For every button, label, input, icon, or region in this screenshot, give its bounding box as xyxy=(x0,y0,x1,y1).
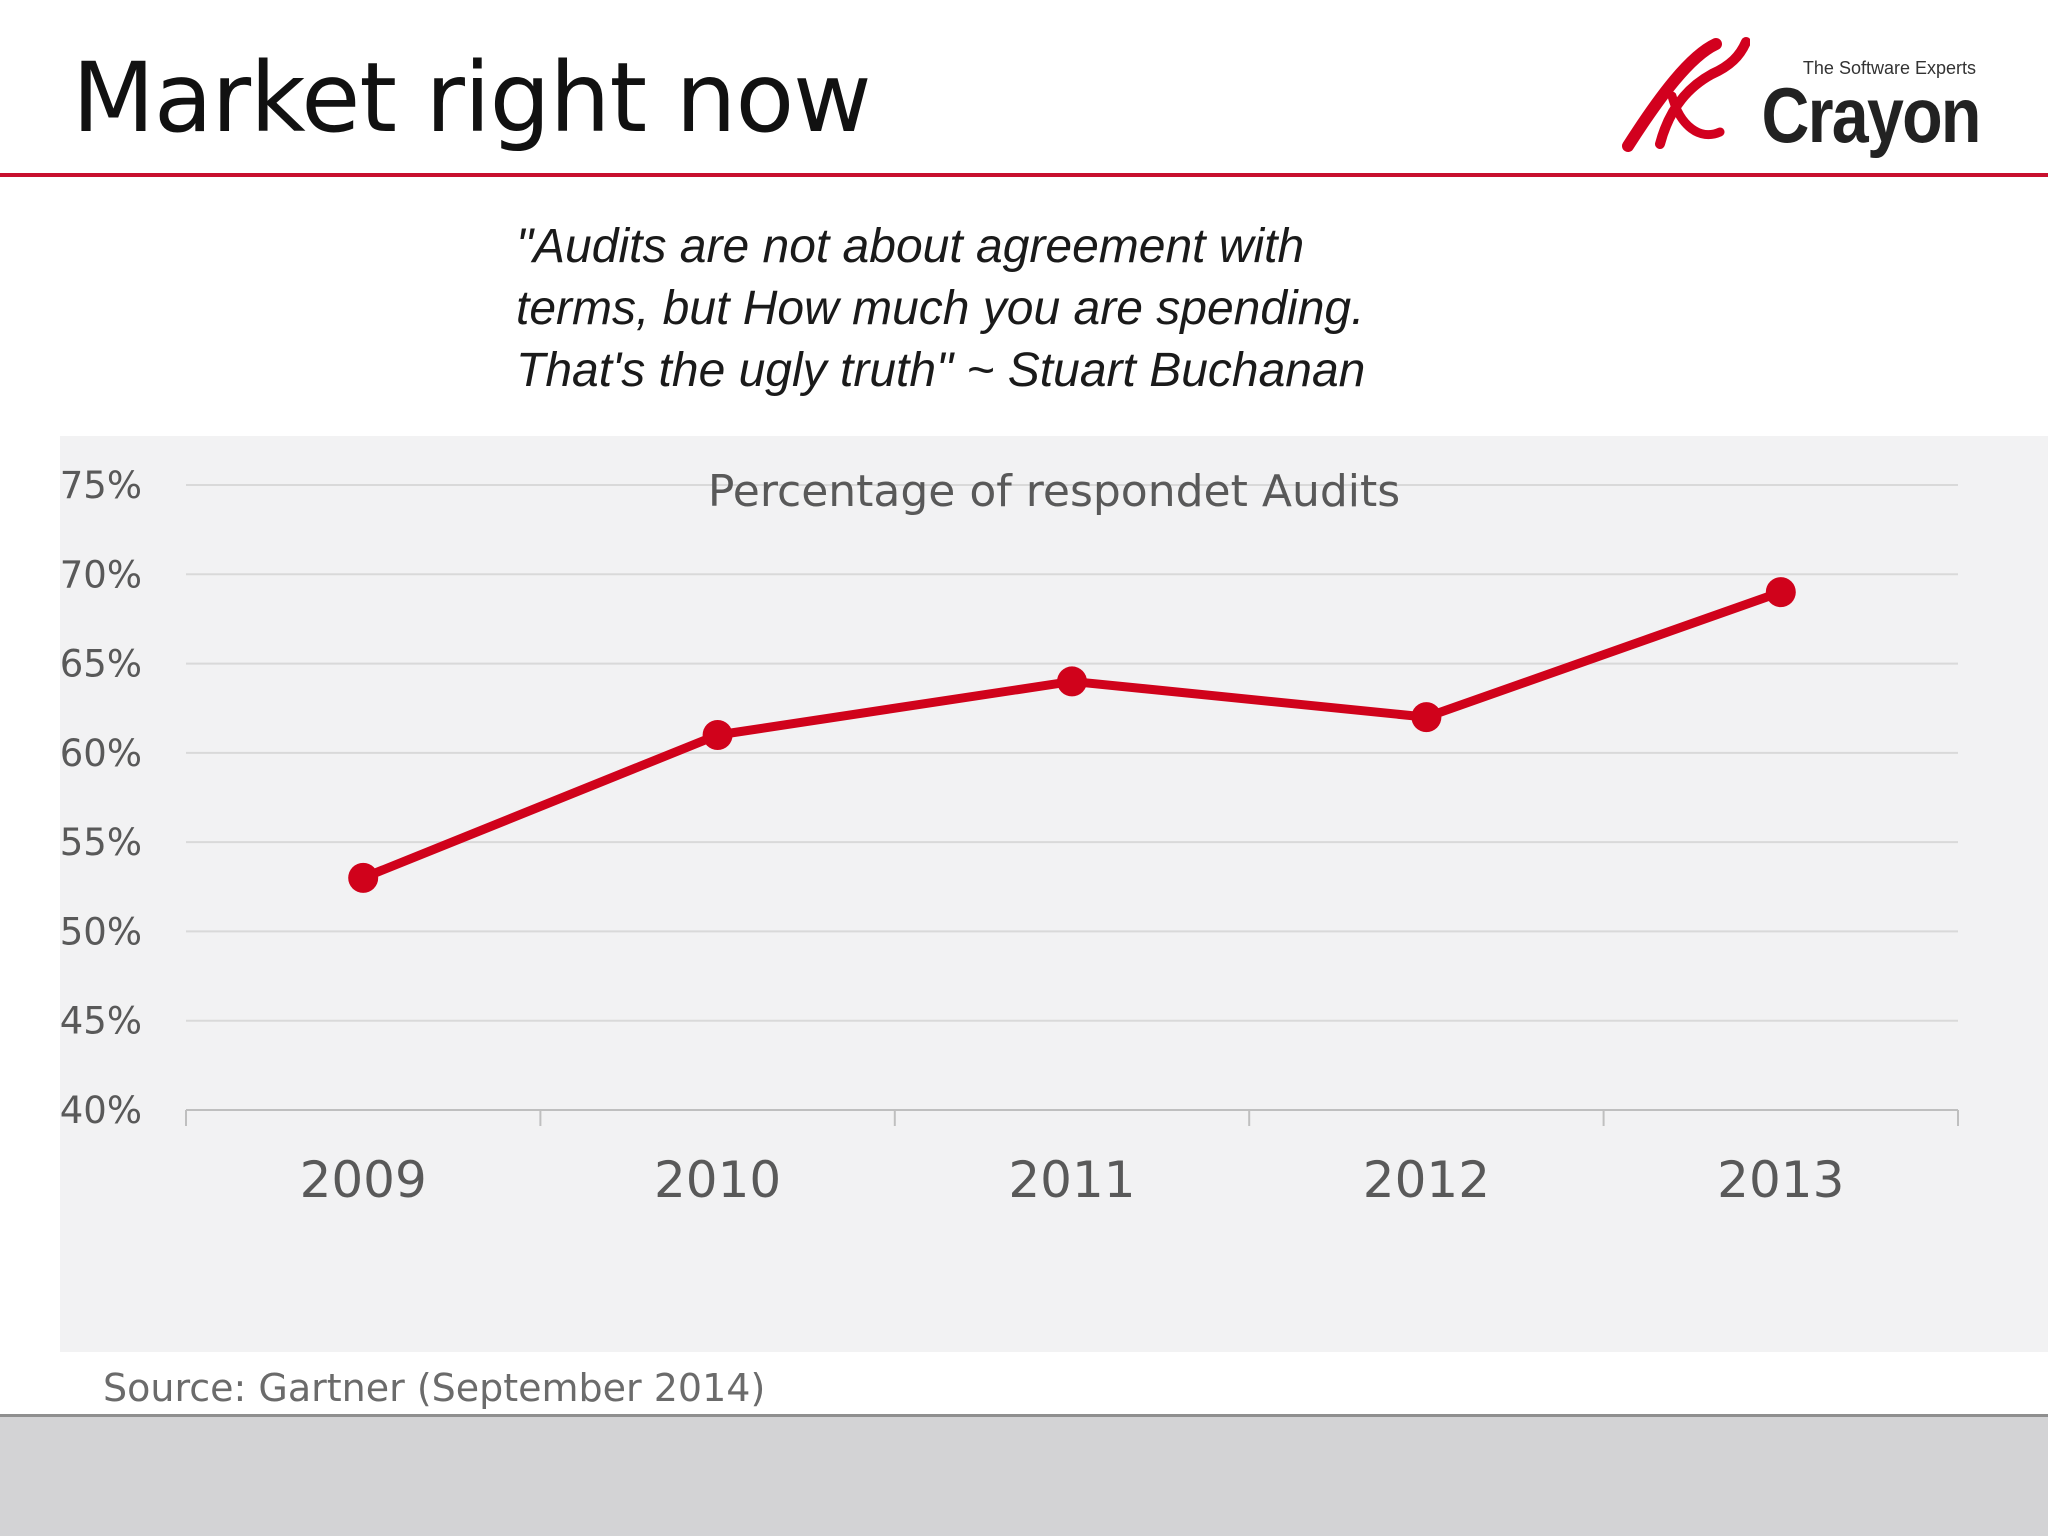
y-tick-label: 65% xyxy=(60,643,142,686)
y-tick-label: 60% xyxy=(60,732,142,775)
data-point xyxy=(1057,666,1087,697)
data-point xyxy=(348,862,379,893)
quote-line: terms, but How much you are spending. xyxy=(516,282,1365,335)
source-note: Source: Gartner (September 2014) xyxy=(103,1366,766,1410)
footer-band xyxy=(0,1417,2048,1536)
quote: "Audits are not about agreement with ter… xyxy=(516,216,1516,402)
x-tick-label: 2013 xyxy=(1717,1151,1844,1209)
chart-area: 40% 45% 50% 55% 60% 65% 70% 75% 2009 2010 2011 2012… xyxy=(60,436,2048,1352)
footer-rule xyxy=(0,1414,2048,1417)
data-point xyxy=(1765,577,1796,608)
y-tick-label: 55% xyxy=(60,821,142,864)
crayon-logo-mark-icon xyxy=(1622,37,1750,152)
crayon-logo: The Software Experts Crayon xyxy=(1600,36,2000,166)
data-point xyxy=(702,720,733,750)
x-tick-label: 2009 xyxy=(300,1151,427,1209)
y-tick-label: 40% xyxy=(60,1089,142,1132)
y-tick-label: 50% xyxy=(60,910,142,953)
x-tick-label: 2012 xyxy=(1363,1151,1490,1209)
y-tick-label: 75% xyxy=(60,464,142,507)
x-tick-label: 2011 xyxy=(1008,1151,1135,1209)
header-rule xyxy=(0,173,2048,177)
logo-wordmark: Crayon xyxy=(1761,71,1982,159)
chart-background xyxy=(60,436,2048,1352)
data-point xyxy=(1411,702,1442,733)
logo-tagline: The Software Experts xyxy=(1802,58,1976,78)
quote-line: "Audits are not about agreement with xyxy=(516,220,1305,273)
y-tick-label: 70% xyxy=(60,553,142,596)
y-tick-label: 45% xyxy=(60,1000,142,1043)
quote-line: That's the ugly truth" ~ Stuart Buchanan xyxy=(516,344,1366,397)
line-chart: 40% 45% 50% 55% 60% 65% 70% 75% 2009 2010 2011 2012… xyxy=(60,436,2048,1352)
slide-title: Market right now xyxy=(72,42,872,154)
x-tick-label: 2010 xyxy=(654,1151,781,1209)
chart-title: Percentage of respondet Audits xyxy=(708,466,1400,517)
